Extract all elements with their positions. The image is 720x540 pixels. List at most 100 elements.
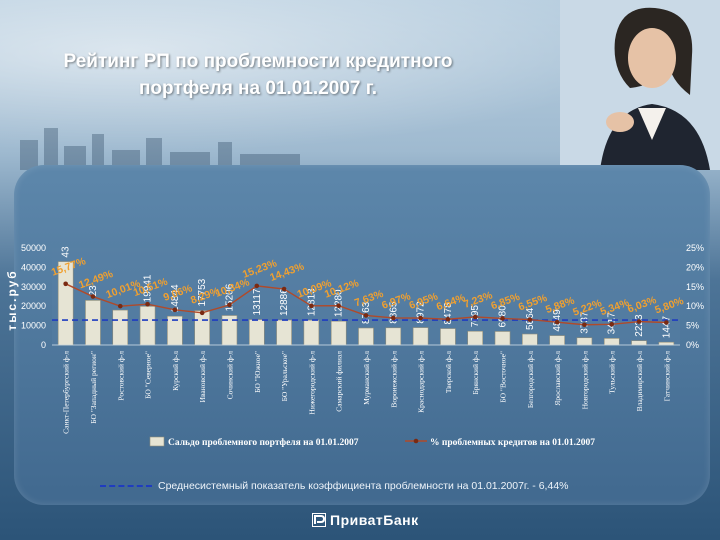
x-category-label: Самарский филиал (335, 351, 344, 412)
y-left-tick-label: 0 (41, 340, 46, 350)
bar (522, 333, 538, 346)
y-left-tick-label: 40000 (21, 262, 46, 272)
y-right-tick-label: 25% (686, 243, 704, 253)
pct-marker (63, 281, 68, 287)
x-category-label: Ивановский ф-л (198, 351, 207, 403)
page-title: Рейтинг РП по проблемности кредитного по… (63, 51, 453, 99)
bar-value-label: 8763 (361, 301, 372, 324)
pct-marker (117, 303, 123, 309)
x-category-label: Ростовский ф-л (116, 351, 125, 401)
y-right-tick-label: 5% (686, 321, 699, 331)
bar (631, 340, 647, 346)
legend-bar-swatch (149, 436, 165, 447)
bar-value-label: 8972 (416, 301, 427, 324)
bar (330, 320, 347, 346)
x-category-label: Краснодарский ф-л (417, 351, 426, 413)
pct-marker (609, 321, 615, 327)
x-category-label: БО "Южное" (253, 351, 262, 393)
y-right-tick-label: 10% (686, 301, 704, 311)
bar-value-label: 2223 (634, 314, 645, 337)
y-right-tick-label: 20% (686, 262, 704, 272)
x-category-label: Тульский ф-л (608, 351, 617, 394)
bar-value-label: 8865 (388, 301, 399, 324)
bar-value-label: 6980 (498, 305, 509, 328)
bar-value-label: 14844 (170, 284, 181, 312)
y-left-tick-label: 10000 (21, 321, 46, 331)
x-category-label: Нижегородский ф-л (307, 351, 316, 415)
bar-value-label: 23 (88, 285, 99, 297)
bank-logo-icon (312, 513, 326, 527)
average-legend: Среднесистемный показатель коэффициента … (100, 478, 569, 494)
pct-marker (254, 283, 260, 289)
bar (494, 331, 511, 346)
x-category-label: Мурманский ф-л (362, 351, 371, 405)
pct-marker (554, 319, 560, 325)
bar (139, 306, 156, 346)
average-legend-label: Среднесистемный показатель коэффициента … (158, 480, 569, 492)
pct-marker (90, 294, 96, 299)
pct-marker (281, 286, 287, 292)
bar (549, 335, 565, 346)
x-category-label: Ярославский ф-л (553, 351, 562, 406)
x-category-label: Тверской ф-л (444, 351, 453, 393)
pct-marker (227, 302, 232, 308)
pct-marker (636, 319, 642, 324)
bar-value-label: 15206 (224, 283, 235, 311)
bar (412, 327, 429, 346)
bar (576, 337, 593, 346)
pct-marker (527, 317, 533, 322)
x-category-label: Санкт-Петербургский ф-л (62, 351, 71, 434)
y-right-tick-label: 15% (686, 282, 704, 292)
y-left-unit-label: тыс.руб (5, 269, 19, 330)
average-legend-line (100, 485, 152, 487)
bar (276, 319, 292, 346)
bar-value-label: 12813 (306, 288, 317, 316)
pct-marker (199, 310, 205, 316)
x-category-label: БО "Уральское" (280, 351, 289, 401)
pct-marker (664, 320, 669, 325)
pct-marker (445, 316, 451, 322)
x-category-label: Новгородский ф-л (580, 351, 589, 410)
y-left-tick-label: 20000 (21, 301, 46, 311)
x-category-label: Воронежский ф-л (389, 351, 398, 408)
bar-value-label: 3737 (579, 311, 590, 334)
bar-value-label: 1447 (661, 316, 672, 339)
x-category-label: Брянский ф-л (471, 351, 480, 395)
pct-marker (391, 315, 396, 321)
y-right-tick-label: 0% (686, 340, 699, 350)
pct-marker (145, 301, 150, 307)
pct-marker (582, 322, 587, 328)
legend-line-label: % проблемных кредитов на 01.01.2007 (430, 437, 595, 448)
bar (112, 309, 129, 346)
pct-marker (336, 303, 341, 309)
pct-marker (363, 313, 369, 318)
bar-value-label: 13117 (252, 288, 263, 316)
logo-text: ПриватБанк (330, 512, 419, 528)
bar (303, 319, 320, 346)
legend-line-marker (413, 438, 419, 444)
pct-marker (172, 307, 178, 313)
bar-value-label: 8478 (443, 302, 454, 325)
x-category-label: БО "Северное" (144, 351, 153, 399)
bar (440, 328, 456, 346)
bar-value-label: 43 (61, 246, 72, 258)
bar-value-label: 12886 (279, 288, 290, 316)
pct-marker (500, 316, 505, 321)
businesswoman-photo (560, 0, 720, 170)
bar (467, 330, 484, 346)
bar-value-label: 12280 (334, 289, 345, 317)
x-category-label: Гатчинский ф-л (662, 351, 671, 402)
bar (603, 338, 620, 346)
bar (85, 300, 101, 346)
x-category-label: БО "Восточное" (499, 351, 508, 403)
x-category-label: Сочинский ф-л (225, 351, 234, 400)
y-left-tick-label: 50000 (21, 243, 46, 253)
x-category-label: Белгородский ф-л (526, 351, 535, 408)
bar (658, 341, 675, 346)
bar-value-label: 19941 (143, 274, 154, 302)
x-category-label: Курский ф-л (171, 351, 180, 391)
y-left-tick-label: 30000 (21, 282, 46, 292)
pct-marker (418, 315, 423, 321)
x-category-label: Владимирский ф-л (635, 351, 644, 412)
